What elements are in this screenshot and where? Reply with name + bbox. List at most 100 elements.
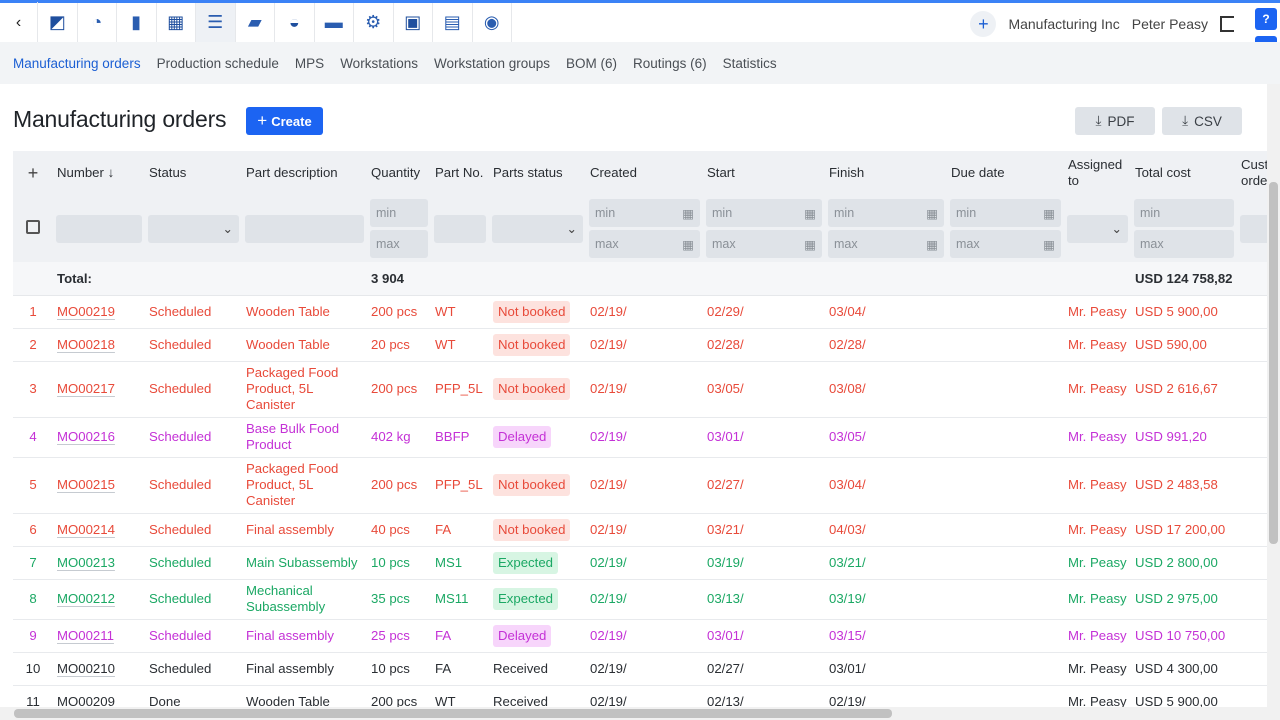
finish-max-input[interactable]: max ▦	[828, 230, 944, 258]
header-quantity[interactable]: Quantity	[367, 151, 431, 195]
finish-min-input[interactable]: min ▦	[828, 199, 944, 227]
gift-icon[interactable]: ▤	[433, 3, 473, 42]
calendar-icon[interactable]: ▦	[804, 237, 816, 252]
presentation-icon[interactable]: ▣	[394, 3, 433, 42]
header-total-cost[interactable]: Total cost	[1131, 151, 1237, 195]
header-due-date[interactable]: Due date	[947, 151, 1064, 195]
order-number-link[interactable]: MO00210	[57, 660, 115, 676]
calendar-icon[interactable]: ▦	[804, 206, 816, 221]
table-row[interactable]: 11 MO00209 Done Wooden Table 200 pcs WT Receiv…	[13, 685, 1267, 707]
header-number[interactable]: Number ↓	[53, 151, 145, 195]
folder-icon[interactable]: ▬	[315, 3, 354, 42]
tab-workstation-groups[interactable]: Workstation groups	[433, 55, 551, 71]
sidebar-toggle-icon[interactable]: ◩	[38, 3, 78, 42]
parts-status-filter-select[interactable]: ⌄	[492, 214, 583, 243]
header-part-no[interactable]: Part No.	[431, 151, 489, 195]
help-icon[interactable]: ?	[1255, 8, 1277, 30]
table-row[interactable]: 6 MO00214 Scheduled Final assembly 40 pcs FA N…	[13, 513, 1267, 547]
total-cost-value: USD 2 800,00	[1135, 554, 1218, 570]
company-name[interactable]: Manufacturing Inc	[1008, 16, 1120, 32]
status-filter-select[interactable]: ⌄	[148, 214, 239, 243]
gear-icon[interactable]: ⚙	[354, 3, 394, 42]
production-planning-icon[interactable]: ☰	[196, 3, 236, 42]
create-button[interactable]: + Create	[246, 107, 323, 135]
table-row[interactable]: 10 MO00210 Scheduled Final assembly 10 pcs FA…	[13, 652, 1267, 686]
tab-mps[interactable]: MPS	[294, 55, 325, 71]
vertical-scroll-thumb[interactable]	[1269, 182, 1278, 544]
user-name[interactable]: Peter Peasy	[1131, 16, 1208, 32]
pdf-label: PDF	[1107, 113, 1135, 129]
tab-manufacturing-orders[interactable]: Manufacturing orders	[13, 55, 141, 71]
table-row[interactable]: 9 MO00211 Scheduled Final assembly 25 pcs FA D…	[13, 619, 1267, 653]
order-number-link[interactable]: MO00218	[57, 336, 115, 352]
table-row[interactable]: 1 MO00219 Scheduled Wooden Table 200 pcs WT No…	[13, 295, 1267, 329]
order-number-link[interactable]: MO00209	[57, 693, 115, 708]
quantity-min-input[interactable]: min	[370, 199, 428, 227]
header-parts-status[interactable]: Parts status	[489, 151, 586, 195]
table-row[interactable]: 3 MO00217 Scheduled Packaged Food Product, …	[13, 361, 1267, 418]
tab-statistics[interactable]: Statistics	[722, 55, 777, 71]
order-number-link[interactable]: MO00219	[57, 303, 115, 319]
created-min-input[interactable]: min ▦	[589, 199, 700, 227]
table-row[interactable]: 5 MO00215 Scheduled Packaged Food Product, …	[13, 457, 1267, 514]
horizontal-scroll-thumb[interactable]	[14, 709, 892, 718]
logout-icon[interactable]	[1220, 16, 1234, 32]
table-row[interactable]: 7 MO00213 Scheduled Main Subassembly 10 pcs M…	[13, 546, 1267, 580]
customer-order-filter-input[interactable]	[1240, 214, 1267, 243]
header-customer-order[interactable]: Customer order	[1237, 151, 1267, 195]
header-start[interactable]: Start	[703, 151, 825, 195]
calendar-icon[interactable]: ▦	[1043, 206, 1055, 221]
dashboard-gauge-icon[interactable]: ◔	[78, 3, 117, 42]
start-max-input[interactable]: max ▦	[706, 230, 822, 258]
horizontal-scrollbar[interactable]	[0, 707, 1267, 720]
part-description-filter-input[interactable]	[245, 214, 364, 243]
back-chevron-icon[interactable]: ‹	[0, 1, 38, 44]
lightbulb-icon[interactable]: ◉	[473, 3, 512, 42]
table-row[interactable]: 4 MO00216 Scheduled Base Bulk Food Product 4…	[13, 417, 1267, 458]
quantity-max-input[interactable]: max	[370, 230, 428, 258]
order-number-link[interactable]: MO00211	[57, 627, 114, 643]
calendar-icon[interactable]: ▦	[926, 206, 938, 221]
reports-bars-icon[interactable]: ▮	[117, 3, 157, 42]
book-icon[interactable]: ▰	[236, 3, 275, 42]
tab-production-schedule[interactable]: Production schedule	[156, 55, 279, 71]
cost-max-input[interactable]: max	[1134, 230, 1234, 258]
order-number-link[interactable]: MO00215	[57, 477, 115, 492]
table-row[interactable]: 2 MO00218 Scheduled Wooden Table 20 pcs WT Not…	[13, 328, 1267, 362]
header-assigned-to[interactable]: Assigned to	[1064, 151, 1131, 195]
add-column-icon[interactable]: +	[13, 151, 53, 195]
number-filter-input[interactable]	[56, 214, 142, 243]
start-min-input[interactable]: min ▦	[706, 199, 822, 227]
save-filter-icon[interactable]	[13, 195, 53, 262]
tab-routings-6[interactable]: Routings (6)	[633, 55, 707, 71]
due-min-input[interactable]: min ▦	[950, 199, 1061, 227]
order-number-link[interactable]: MO00212	[57, 591, 115, 606]
calendar-icon[interactable]: ▦	[926, 237, 938, 252]
start-cell: 03/05/	[703, 361, 825, 418]
csv-export-button[interactable]: ⤓ CSV	[1162, 107, 1242, 135]
table-row[interactable]: 8 MO00212 Scheduled Mechanical Subassembly 3…	[13, 579, 1267, 620]
order-number-link[interactable]: MO00216	[57, 429, 115, 444]
vertical-scrollbar[interactable]	[1267, 84, 1280, 720]
tab-bom-6[interactable]: BOM (6)	[566, 55, 618, 71]
order-number-link[interactable]: MO00213	[57, 554, 115, 570]
calendar-icon[interactable]: ▦	[157, 3, 196, 42]
calendar-icon[interactable]: ▦	[682, 206, 694, 221]
created-max-input[interactable]: max ▦	[589, 230, 700, 258]
quick-add-button[interactable]: +	[970, 11, 997, 37]
due-max-input[interactable]: max ▦	[950, 230, 1061, 258]
header-status[interactable]: Status	[145, 151, 242, 195]
order-number-link[interactable]: MO00214	[57, 521, 115, 537]
basket-icon[interactable]: ◒	[275, 3, 315, 42]
tab-workstations[interactable]: Workstations	[340, 55, 418, 71]
part-no-filter-input[interactable]	[434, 214, 486, 243]
cost-min-input[interactable]: min	[1134, 199, 1234, 227]
order-number-link[interactable]: MO00217	[57, 381, 115, 396]
pdf-export-button[interactable]: ⤓ PDF	[1075, 107, 1155, 135]
header-created[interactable]: Created	[586, 151, 703, 195]
header-part-description[interactable]: Part description	[242, 151, 367, 195]
calendar-icon[interactable]: ▦	[1043, 237, 1055, 252]
assigned-filter-select[interactable]: ⌄	[1067, 214, 1128, 243]
calendar-icon[interactable]: ▦	[682, 237, 694, 252]
header-finish[interactable]: Finish	[825, 151, 947, 195]
